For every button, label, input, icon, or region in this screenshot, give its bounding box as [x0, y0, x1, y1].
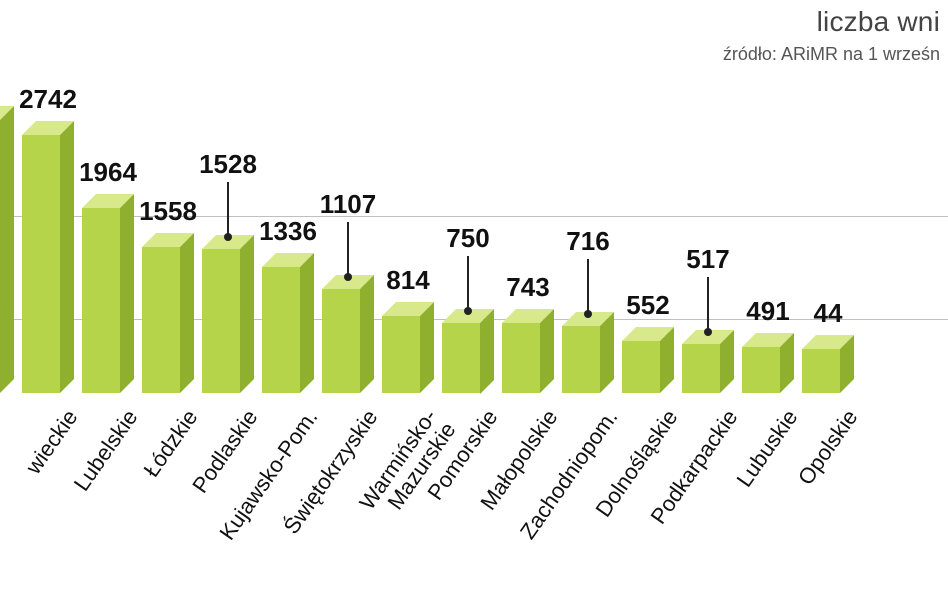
- bar-value: 552: [626, 290, 669, 321]
- bar-value: 1964: [79, 157, 137, 188]
- bars-area: 92742wieckie1964Lubelskie1558Łódzkie1528…: [0, 0, 948, 593]
- chart-container: liczba wni źródło: ARiMR na 1 wrześn 927…: [0, 0, 948, 593]
- category-label: Opolskie: [793, 405, 863, 490]
- leader-line: [467, 256, 469, 311]
- bar-value: 1558: [139, 196, 197, 227]
- bar-value: 1336: [259, 216, 317, 247]
- category-label: Łódzkie: [138, 405, 203, 482]
- bar-value: 1528: [199, 149, 257, 180]
- bar-value: 716: [566, 226, 609, 257]
- bar-value: 491: [746, 296, 789, 327]
- bar-value: 814: [386, 265, 429, 296]
- bar-value: 1107: [320, 189, 376, 220]
- bar-value: 750: [446, 223, 489, 254]
- leader-line: [227, 182, 229, 237]
- bar-value: 743: [506, 272, 549, 303]
- bar-value: 44: [814, 298, 843, 329]
- category-label: Lubuskie: [731, 405, 803, 492]
- bar-value: 517: [686, 244, 729, 275]
- leader-line: [587, 259, 589, 314]
- bar-value: 2742: [19, 84, 77, 115]
- category-label: wieckie: [21, 405, 84, 479]
- leader-line: [707, 277, 709, 332]
- leader-line: [347, 222, 349, 277]
